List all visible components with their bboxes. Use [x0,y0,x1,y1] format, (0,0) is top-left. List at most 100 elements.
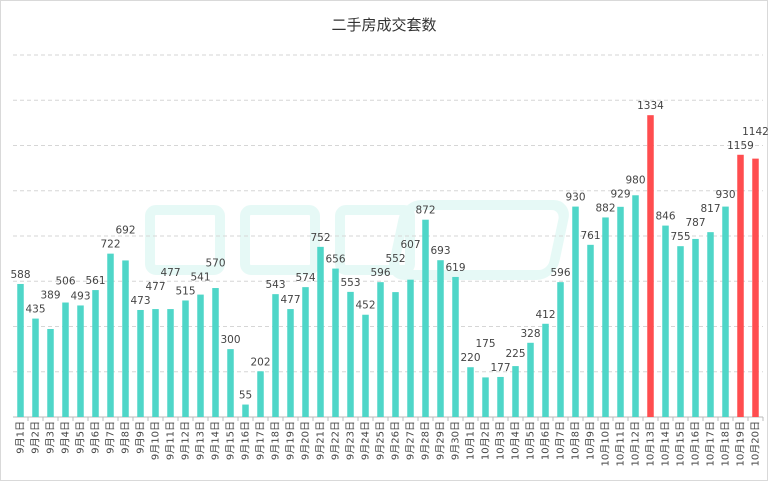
x-tick-label: 10月3日 [495,421,507,460]
bar-9月19日[interactable] [287,309,294,417]
bars [17,115,759,418]
bar-10月10日[interactable] [602,217,609,417]
data-label: 656 [325,254,345,266]
data-label: 930 [715,189,735,201]
x-tick-label: 9月16日 [240,421,252,460]
data-label: 755 [670,231,690,243]
bar-9月3日[interactable] [47,328,54,417]
x-tick-label: 9月7日 [105,421,117,454]
bar-9月11日[interactable] [167,309,174,417]
chart-title: 二手房成交套数 [331,16,437,34]
bar-9月27日[interactable] [407,279,414,417]
bar-10月15日[interactable] [677,246,684,417]
bar-10月19日[interactable] [737,154,744,417]
bar-10月3日[interactable] [497,376,504,417]
data-label: 220 [460,352,480,364]
bar-10月6日[interactable] [542,323,549,417]
data-label: 929 [610,188,630,200]
x-tick-label: 9月14日 [210,421,222,460]
data-label: 574 [295,272,315,284]
data-label: 452 [355,300,375,312]
data-label: 693 [430,245,450,257]
bar-9月12日[interactable] [182,300,189,417]
x-tick-labels: 9月1日 9月2日 9月3日 9月4日 9月5日 9月6日 9月7日 9月8日 9月9日 9月10… [15,417,764,466]
x-tick-label: 10月12日 [630,421,642,466]
bar-10月7日[interactable] [557,282,564,417]
bar-9月22日[interactable] [332,268,339,417]
data-labels: 588 435 389 506 493 561 722 692 473 477 477 515 541 5… [10,100,768,401]
bar-10月9日[interactable] [587,244,594,417]
bar-9月13日[interactable] [197,294,204,417]
bar-10月20日[interactable] [752,158,759,417]
bar-9月30日[interactable] [452,276,459,417]
x-tick-label: 9月15日 [225,421,237,460]
bar-9月15日[interactable] [227,349,234,417]
x-tick-label: 9月26日 [390,421,402,460]
x-tick-label: 9月2日 [30,421,42,454]
data-label: 1159 [727,140,754,152]
data-label: 412 [535,309,555,321]
bar-10月11日[interactable] [617,206,624,417]
x-tick-label: 9月19日 [285,421,297,460]
data-label: 980 [625,174,645,186]
data-label: 722 [100,239,120,251]
bar-9月9日[interactable] [137,309,144,417]
x-tick-label: 10月20日 [750,421,762,466]
data-label: 543 [265,279,285,291]
data-label: 846 [655,211,675,223]
x-tick-label: 10月4日 [510,421,522,460]
bar-9月4日[interactable] [62,302,69,417]
bar-10月8日[interactable] [572,206,579,417]
data-label: 817 [700,203,720,215]
data-label: 882 [595,202,615,214]
bar-9月24日[interactable] [362,314,369,417]
bar-9月18日[interactable] [272,294,279,417]
data-label: 225 [505,348,525,360]
bar-9月29日[interactable] [437,260,444,417]
data-label: 552 [385,253,405,265]
data-label: 175 [475,338,495,350]
bar-9月14日[interactable] [212,288,219,417]
bar-9月28日[interactable] [422,219,429,417]
data-label: 506 [55,276,75,288]
data-label: 202 [250,356,270,368]
data-label: 477 [160,267,180,279]
bar-9月6日[interactable] [92,290,99,417]
bar-9月25日[interactable] [377,282,384,417]
bar-9月7日[interactable] [107,253,114,417]
data-label: 561 [85,275,105,287]
x-tick-label: 9月24日 [360,421,372,460]
bar-10月1日[interactable] [467,367,474,417]
data-label: 752 [310,232,330,244]
bar-10月14日[interactable] [662,225,669,417]
bar-9月5日[interactable] [77,305,84,417]
bar-9月23日[interactable] [347,291,354,417]
data-label: 1334 [637,100,664,112]
bar-10月17日[interactable] [707,232,714,417]
x-tick-label: 9月3日 [45,421,57,454]
bar-9月26日[interactable] [392,292,399,417]
bar-9月16日[interactable] [242,404,249,417]
data-label: 515 [175,285,195,297]
bar-10月5日[interactable] [527,342,534,417]
bar-10月2日[interactable] [482,377,489,417]
data-label: 1142 [742,126,768,138]
data-label: 477 [145,281,165,293]
bar-10月13日[interactable] [647,115,654,418]
bar-9月21日[interactable] [317,246,324,417]
bar-10月12日[interactable] [632,195,639,417]
bar-10月4日[interactable] [512,366,519,417]
bar-9月10日[interactable] [152,309,159,417]
bar-9月1日[interactable] [17,283,24,417]
data-label: 55 [239,390,252,402]
x-tick-label: 9月25日 [375,421,387,460]
bar-9月2日[interactable] [32,318,39,417]
bar-10月18日[interactable] [722,206,729,417]
bar-9月17日[interactable] [257,371,264,417]
bar-9月20日[interactable] [302,287,309,417]
x-tick-label: 9月29日 [435,421,447,460]
x-tick-label: 9月28日 [420,421,432,460]
bar-9月8日[interactable] [122,260,129,417]
data-label: 588 [10,269,30,281]
bar-10月16日[interactable] [692,238,699,417]
